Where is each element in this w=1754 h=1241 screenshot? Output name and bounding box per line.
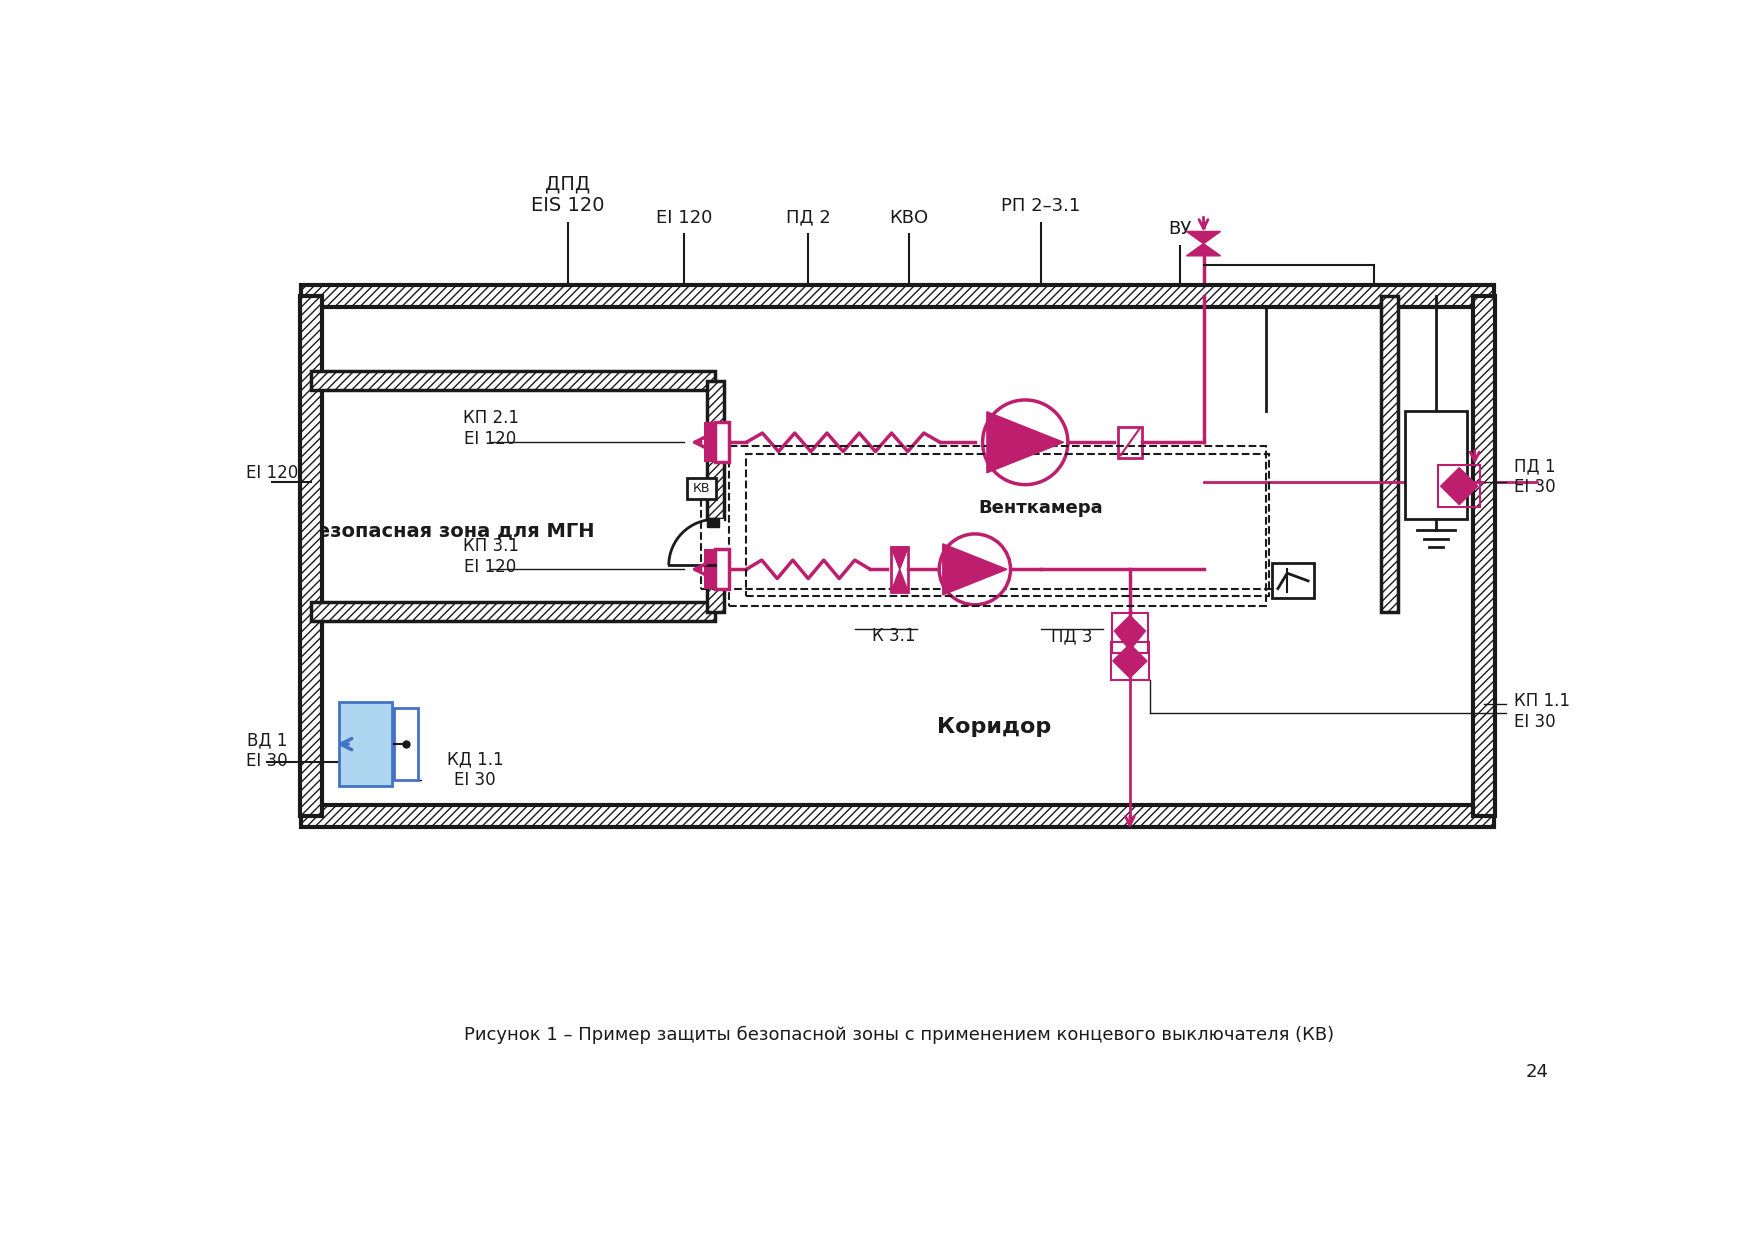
Bar: [726, 307, 1379, 602]
Bar: [300, 297, 321, 815]
Bar: [1438, 465, 1480, 508]
Bar: [707, 566, 724, 612]
Text: ВУ: ВУ: [1168, 220, 1193, 238]
Bar: [705, 422, 716, 463]
Bar: [1473, 297, 1494, 815]
Text: РП 2–3.1: РП 2–3.1: [1002, 197, 1080, 215]
Polygon shape: [988, 412, 1063, 473]
Text: Коридор: Коридор: [937, 717, 1051, 737]
Bar: [300, 285, 1494, 307]
Text: Безопасная зона для МГН: Безопасная зона для МГН: [302, 521, 595, 540]
Polygon shape: [891, 570, 909, 592]
Bar: [300, 805, 1494, 827]
Bar: [321, 622, 1473, 805]
Bar: [891, 547, 909, 592]
Bar: [716, 550, 730, 589]
Bar: [393, 707, 419, 781]
Text: КД 1.1
EI 30: КД 1.1 EI 30: [447, 750, 503, 789]
Polygon shape: [1114, 616, 1145, 650]
Bar: [730, 447, 1265, 606]
Text: КП 2.1
EI 120: КП 2.1 EI 120: [463, 410, 519, 448]
Text: ЭЩ: ЭЩ: [1417, 448, 1454, 468]
Polygon shape: [944, 544, 1007, 594]
Bar: [1119, 427, 1142, 458]
Bar: [310, 371, 716, 390]
Bar: [300, 297, 321, 815]
Text: ВД 1
EI 30: ВД 1 EI 30: [247, 731, 288, 769]
Bar: [1380, 297, 1398, 612]
Polygon shape: [1440, 468, 1479, 505]
Text: КП 3.1
EI 120: КП 3.1 EI 120: [463, 537, 519, 576]
Bar: [686, 479, 716, 499]
Text: КП 1.1
EI 30: КП 1.1 EI 30: [1514, 692, 1570, 731]
Bar: [707, 381, 724, 519]
Bar: [339, 701, 393, 787]
Text: EI 120: EI 120: [246, 464, 298, 482]
Circle shape: [938, 534, 1010, 604]
Bar: [716, 422, 730, 463]
Polygon shape: [1112, 644, 1147, 678]
Bar: [707, 517, 719, 527]
Polygon shape: [1186, 243, 1221, 256]
Bar: [1112, 613, 1147, 653]
Bar: [1405, 412, 1466, 519]
Circle shape: [982, 400, 1068, 485]
Text: ДПД
EIS 120: ДПД EIS 120: [531, 174, 605, 215]
Bar: [1380, 297, 1398, 612]
Text: Венткамера: Венткамера: [979, 499, 1103, 516]
Bar: [745, 454, 1270, 596]
Text: КВ: КВ: [693, 482, 710, 495]
Polygon shape: [1186, 231, 1221, 243]
Bar: [300, 285, 1494, 307]
Text: Рисунок 1 – Пример защиты безопасной зоны с применением концевого выключателя (К: Рисунок 1 – Пример защиты безопасной зон…: [463, 1026, 1335, 1045]
Text: 24: 24: [1526, 1064, 1549, 1081]
Text: EI 120: EI 120: [656, 208, 712, 227]
Bar: [310, 602, 716, 620]
Text: КВО: КВО: [889, 208, 928, 227]
Bar: [321, 391, 705, 602]
Bar: [707, 381, 724, 519]
Bar: [300, 805, 1494, 827]
Text: ПД 2: ПД 2: [786, 208, 831, 227]
Text: ПД 3: ПД 3: [1051, 628, 1093, 645]
Bar: [1272, 563, 1314, 598]
Bar: [1110, 642, 1149, 680]
Bar: [707, 519, 724, 566]
Bar: [1473, 297, 1494, 815]
Text: ПД 1
EI 30: ПД 1 EI 30: [1514, 458, 1556, 496]
Bar: [310, 602, 716, 620]
Bar: [707, 566, 724, 612]
Bar: [310, 371, 716, 390]
Polygon shape: [891, 547, 909, 570]
Bar: [339, 701, 393, 787]
Text: К 3.1: К 3.1: [872, 628, 916, 645]
Bar: [705, 550, 716, 589]
